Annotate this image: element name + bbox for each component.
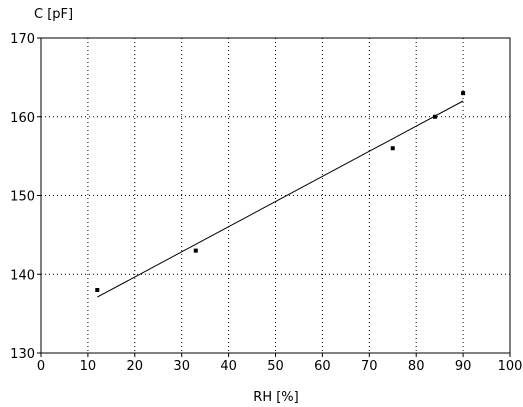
x-tick-label: 90 (455, 359, 472, 374)
data-point (193, 248, 198, 253)
data-point (461, 91, 466, 96)
y-tick-label: 140 (10, 268, 35, 283)
x-tick-label: 60 (314, 359, 331, 374)
x-tick-label: 100 (498, 359, 523, 374)
x-tick-label: 10 (80, 359, 97, 374)
x-tick-label: 50 (267, 359, 284, 374)
x-axis-ticks: 0 10 20 30 40 50 60 70 80 90 100 (37, 353, 523, 374)
y-tick-label: 150 (10, 190, 35, 205)
x-tick-label: 80 (408, 359, 425, 374)
plot-frame (40, 37, 511, 354)
x-tick-label: 70 (361, 359, 378, 374)
y-tick-label: 160 (10, 111, 35, 126)
data-point (390, 146, 395, 151)
x-axis-label: RH [%] (253, 390, 298, 405)
data-point (432, 114, 437, 119)
x-tick-label: 40 (220, 359, 237, 374)
x-tick-label: 0 (37, 359, 45, 374)
y-tick-label: 170 (10, 32, 35, 47)
fit-line (97, 100, 464, 298)
y-axis-ticks: 130 140 150 160 170 (10, 32, 41, 362)
x-tick-label: 30 (173, 359, 190, 374)
y-tick-label: 130 (10, 347, 35, 362)
data-points (95, 91, 466, 292)
x-tick-label: 20 (127, 359, 144, 374)
grid (41, 38, 510, 353)
data-point (95, 288, 100, 292)
y-axis-label: C [pF] (34, 7, 73, 22)
